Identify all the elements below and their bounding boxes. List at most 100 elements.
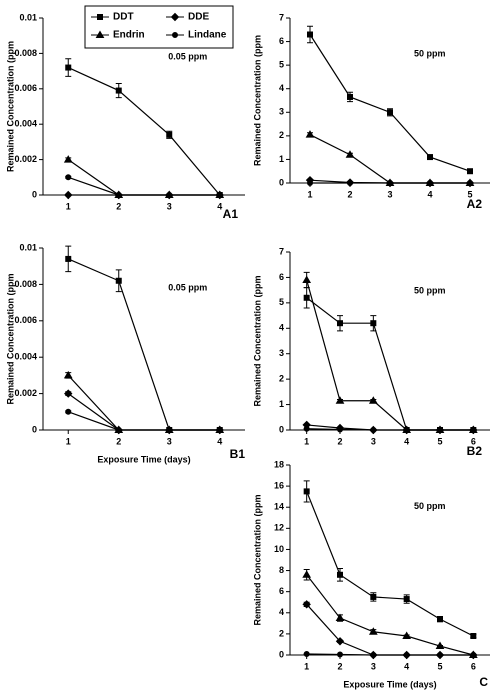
series-line	[306, 297, 474, 431]
annotation: 50 ppm	[414, 49, 446, 59]
series-line	[306, 491, 474, 637]
y-tick-label: 0.002	[14, 388, 37, 398]
y-axis-label: Remained Concentration (ppm	[252, 35, 262, 166]
y-tick-label: 6	[279, 586, 284, 596]
marker	[166, 427, 173, 433]
y-tick-label: 0	[32, 424, 37, 434]
marker	[65, 64, 72, 71]
marker	[303, 650, 310, 657]
x-tick-label: 4	[404, 661, 409, 671]
marker	[470, 652, 477, 658]
y-tick-label: 5	[279, 60, 284, 70]
marker	[370, 320, 377, 327]
legend-label: DDT	[113, 12, 134, 23]
panel-label: B1	[230, 447, 246, 461]
x-tick-label: 4	[217, 201, 222, 211]
x-tick-label: 1	[304, 436, 309, 446]
marker	[387, 180, 393, 186]
y-tick-label: 0.01	[19, 242, 37, 252]
y-tick-label: 0.006	[14, 83, 37, 93]
y-tick-label: 6	[279, 36, 284, 46]
marker	[64, 190, 73, 200]
legend-label: Lindane	[188, 30, 227, 41]
marker	[335, 637, 345, 646]
x-tick-label: 1	[66, 436, 71, 446]
legend-box	[84, 5, 234, 49]
x-tick-label: 2	[347, 189, 352, 199]
y-tick-label: 0	[279, 424, 284, 434]
marker	[115, 427, 122, 433]
x-tick-label: 1	[66, 201, 71, 211]
x-tick-label: 3	[167, 201, 172, 211]
y-tick-label: 3	[279, 107, 284, 117]
panel-label: C	[479, 675, 488, 689]
y-tick-label: 0	[279, 649, 284, 659]
marker	[307, 180, 313, 186]
marker	[427, 154, 433, 161]
y-tick-label: 7	[279, 246, 284, 256]
marker	[166, 192, 173, 198]
series-line	[309, 134, 470, 184]
marker	[345, 150, 355, 158]
marker	[368, 627, 378, 635]
marker	[65, 255, 72, 262]
series-line	[306, 279, 474, 431]
y-tick-label: 0.004	[14, 119, 37, 129]
legend-label: DDE	[188, 12, 209, 23]
marker	[115, 87, 122, 94]
y-tick-label: 14	[274, 502, 284, 512]
series-line	[67, 374, 220, 431]
marker	[65, 174, 72, 181]
y-tick-label: 3	[279, 348, 284, 358]
marker	[337, 571, 343, 578]
y-tick-label: 0.006	[14, 315, 37, 325]
marker	[403, 652, 410, 658]
y-tick-label: 0.002	[14, 154, 37, 164]
marker	[437, 427, 443, 433]
legend-marker	[97, 14, 103, 20]
y-tick-label: 0.008	[14, 279, 37, 289]
x-tick-label: 4	[427, 189, 432, 199]
series-line	[68, 176, 220, 196]
x-tick-label: 6	[471, 661, 476, 671]
x-tick-label: 5	[437, 661, 442, 671]
series-line	[309, 34, 471, 172]
marker	[303, 425, 310, 432]
x-tick-label: 3	[387, 189, 392, 199]
marker	[335, 613, 345, 622]
y-tick-label: 0.008	[14, 48, 37, 58]
marker	[467, 168, 473, 175]
marker	[467, 180, 473, 186]
x-tick-label: 1	[304, 661, 309, 671]
marker	[370, 427, 377, 433]
marker	[347, 180, 353, 186]
y-tick-label: 2	[279, 374, 284, 384]
marker	[335, 396, 345, 404]
marker	[427, 180, 433, 186]
series-line	[306, 428, 474, 431]
y-axis-label: Remained Concentration (ppm	[252, 275, 262, 406]
x-tick-label: 2	[116, 201, 121, 211]
series-line	[67, 159, 220, 196]
marker	[216, 192, 223, 198]
y-axis-label: Remained Concentration (ppm	[5, 41, 15, 172]
marker	[437, 652, 443, 658]
marker	[303, 488, 310, 495]
annotation: 50 ppm	[414, 286, 446, 296]
series-line	[306, 653, 474, 656]
annotation: 0.05 ppm	[168, 51, 207, 61]
y-tick-label: 1	[279, 154, 284, 164]
y-tick-label: 5	[279, 297, 284, 307]
marker	[63, 155, 73, 163]
x-tick-label: 3	[371, 436, 376, 446]
marker	[302, 275, 312, 283]
x-tick-label: 2	[337, 436, 342, 446]
x-tick-label: 4	[404, 436, 409, 446]
y-tick-label: 2	[279, 628, 284, 638]
y-tick-label: 16	[274, 480, 284, 490]
y-tick-label: 0.01	[19, 12, 37, 22]
panel-label: A2	[467, 197, 483, 211]
marker	[166, 131, 173, 138]
x-tick-label: 3	[167, 436, 172, 446]
